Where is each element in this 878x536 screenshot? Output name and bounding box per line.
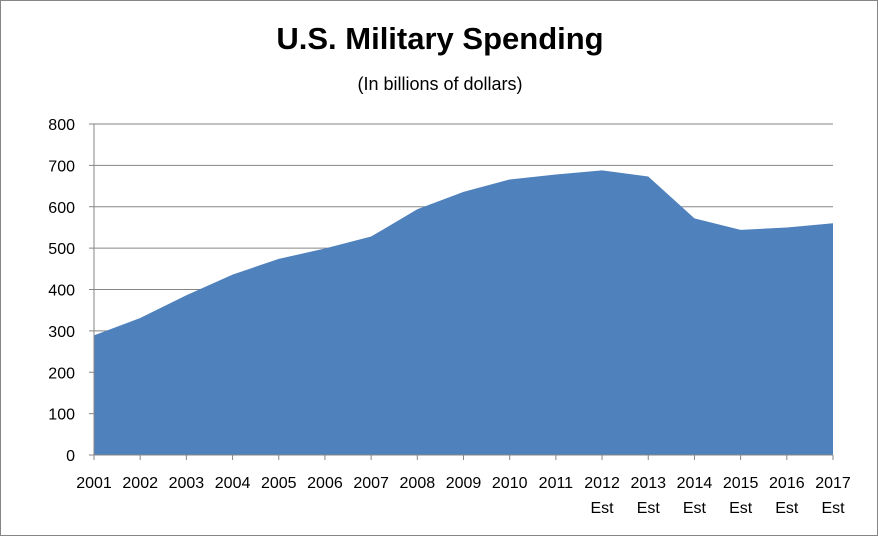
x-tick-sublabel: Est	[821, 500, 845, 517]
y-tick-label: 700	[48, 158, 75, 175]
x-tick-label: 2016	[769, 475, 805, 492]
x-tick-label: 2013	[630, 475, 666, 492]
x-tick-sublabel: Est	[591, 500, 615, 517]
x-tick-label: 2012	[584, 475, 620, 492]
x-tick-label: 2002	[122, 475, 158, 492]
y-tick-label: 800	[48, 117, 75, 134]
y-tick-label: 600	[48, 200, 75, 217]
x-tick-label: 2017	[815, 475, 851, 492]
x-tick-label: 2005	[261, 475, 297, 492]
chart-title: U.S. Military Spending	[276, 21, 604, 56]
x-tick-label: 2004	[215, 475, 251, 492]
x-tick-label: 2014	[677, 475, 713, 492]
y-tick-label: 300	[48, 324, 75, 341]
x-tick-label: 2010	[492, 475, 528, 492]
x-tick-sublabel: Est	[637, 500, 661, 517]
x-tick-label: 2001	[76, 475, 112, 492]
x-tick-label: 2015	[723, 475, 759, 492]
x-tick-label: 2007	[353, 475, 389, 492]
y-tick-label: 500	[48, 241, 75, 258]
y-tick-label: 200	[48, 365, 75, 382]
x-tick-label: 2009	[446, 475, 482, 492]
y-tick-label: 400	[48, 283, 75, 300]
area-series	[94, 170, 833, 455]
x-tick-sublabel: Est	[775, 500, 799, 517]
x-tick-sublabel: Est	[729, 500, 753, 517]
x-tick-label: 2011	[539, 475, 574, 492]
x-tick-label: 2006	[307, 475, 343, 492]
y-tick-label: 0	[66, 448, 75, 465]
x-tick-sublabel: Est	[683, 500, 707, 517]
x-tick-label: 2008	[400, 475, 436, 492]
chart-subtitle: (In billions of dollars)	[357, 74, 523, 94]
y-tick-label: 100	[48, 407, 75, 424]
x-tick-label: 2003	[169, 475, 205, 492]
